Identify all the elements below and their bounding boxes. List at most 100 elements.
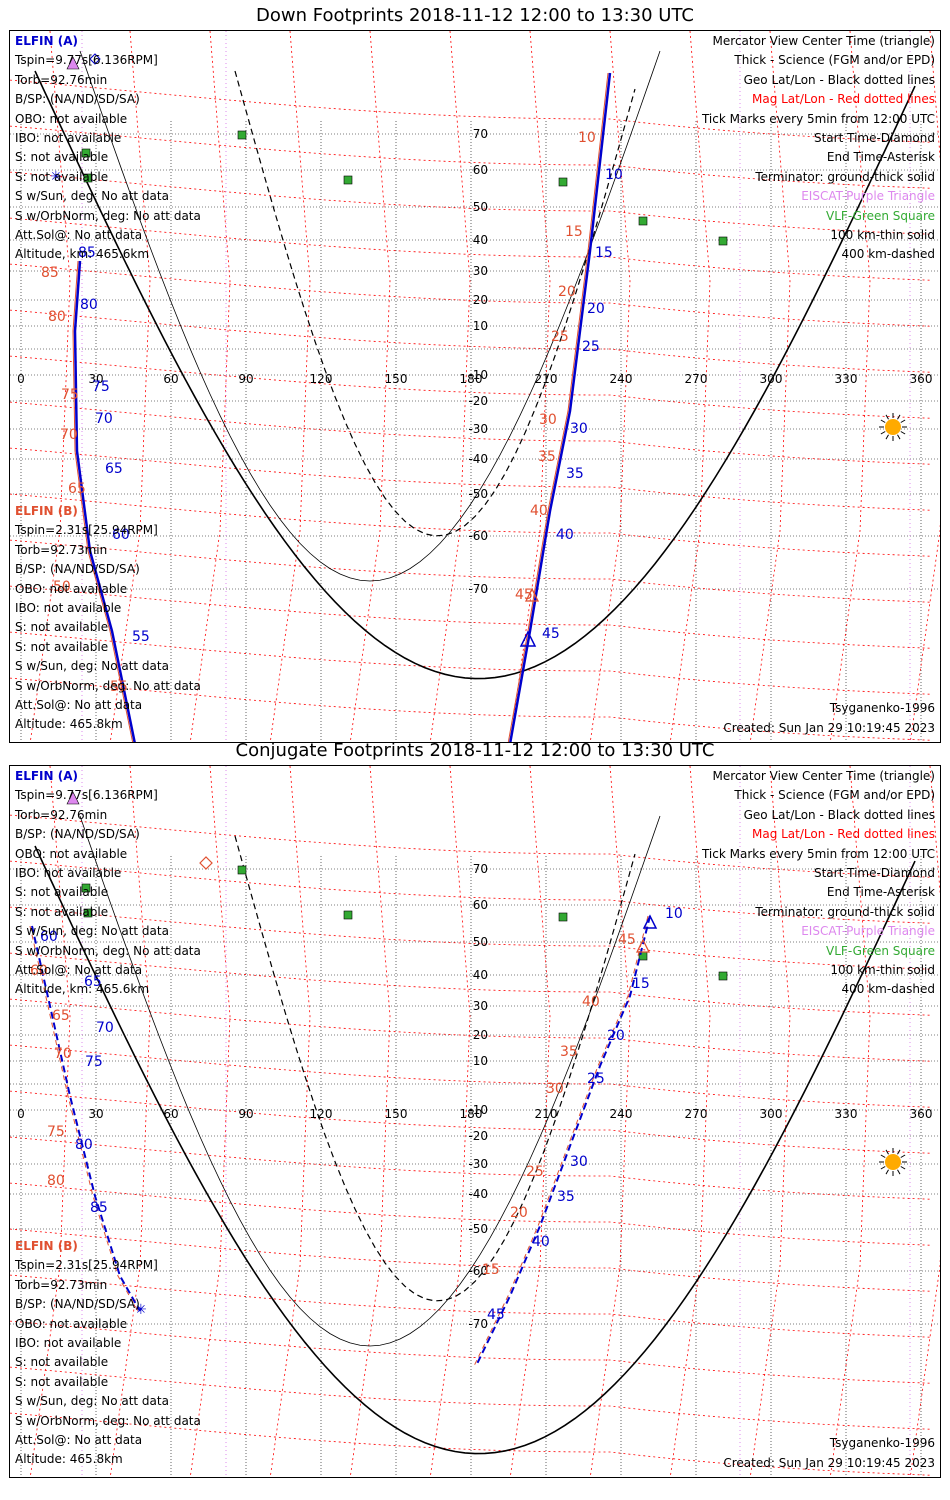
mag-lat-line [10, 447, 931, 511]
mag-lat-line [10, 309, 931, 373]
elfin-a-s1: S: not available [15, 150, 109, 165]
elfin-a-tick-label: 35 [557, 1189, 575, 1205]
elfin-b-tick-label: 30 [539, 412, 557, 428]
elfin-b-tick-label: 80 [47, 1173, 65, 1189]
map-canvas-conjugate: 0 30 60 90 120 150 180 210 240 270 300 330 360 70 60 50… [10, 766, 940, 1477]
elfin-b-obo: OBO: not available [15, 1316, 128, 1331]
mag-lon-line [589, 31, 631, 742]
elfin-a-label: ELFIN (A) [15, 34, 78, 48]
mag-lat-line [10, 493, 931, 557]
panel-title-conjugate: Conjugate Footprints 2018-11-12 12:00 to… [235, 740, 715, 761]
lat-label: 40 [473, 968, 488, 982]
center-time-triangle [635, 938, 651, 953]
legend-100km: 100 km-thin solid [830, 228, 935, 243]
terminator-100km [79, 815, 661, 1347]
terminator-100km [79, 50, 661, 582]
elfin-b-track-left [72, 260, 134, 742]
vlf-station-square [638, 216, 648, 226]
legend-center-time: Mercator View Center Time (triangle) [712, 34, 935, 48]
elfin-b-tick-label: 40 [530, 503, 548, 519]
elfin-a-tick-label: 85 [90, 1200, 108, 1216]
legend-center-time: Mercator View Center Time (triangle) [712, 769, 935, 783]
elfin-a-tick-label: 55 [132, 629, 150, 645]
vlf-station-square [237, 130, 247, 140]
elfin-b-tick-label: 20 [510, 1205, 528, 1221]
elfin-a-tick-label: 80 [75, 1137, 93, 1153]
legend-eiscat: EISCAT-Purple Triangle [801, 189, 935, 204]
lon-label: 90 [238, 372, 253, 386]
eiscat-triangle [66, 56, 80, 70]
mag-lat-line [10, 355, 931, 419]
legend-400km: 400 km-dashed [841, 982, 935, 997]
mag-lon-line [29, 766, 71, 1477]
elfin-b-altitude: Altitude: 465.8km [15, 717, 123, 732]
footer-right: Tsyganenko-1996 Created: Sun Jan 29 10:1… [723, 1434, 935, 1473]
elfin-b-tick-label: 65 [68, 481, 86, 497]
elfin-a-label: ELFIN (A) [15, 769, 78, 783]
legend-end-time: End Time-Asterisk [826, 885, 935, 900]
lon-label: 270 [685, 372, 708, 386]
mag-lon-line [749, 766, 791, 1477]
mag-lat-line [10, 263, 931, 327]
elfin-b-tick-label: 55 [110, 679, 128, 695]
elfin-b-tspin: Tspin=2.31s[25.94RPM] [15, 1258, 158, 1273]
elfin-b-s-orb: S w/OrbNorm, deg: No att data [15, 1413, 201, 1428]
lat-label: 60 [473, 898, 488, 912]
elfin-a-altitude: Altitude, km: 465.6km [15, 247, 150, 262]
lat-label: 70 [473, 127, 488, 141]
vlf-station-square [343, 910, 353, 920]
lon-label: 150 [385, 372, 408, 386]
legend-geo-grid: Geo Lat/Lon - Black dotted lines [743, 72, 935, 87]
vlf-station-square [83, 173, 93, 183]
mag-lon-line [269, 766, 311, 1477]
legend-end-time: End Time-Asterisk [826, 150, 935, 165]
elfin-a-tick-label: 65 [105, 461, 123, 477]
mag-lat-line [10, 1366, 931, 1430]
mag-lon-line [189, 766, 231, 1477]
elfin-a-tick-label: 10 [605, 167, 623, 183]
lon-label: 150 [385, 1107, 408, 1121]
elfin-a-bsp: B/SP: (NA/ND/SD/SA) [15, 827, 140, 842]
sun-icon [879, 413, 907, 441]
lat-label: 40 [473, 233, 488, 247]
elfin-b-tick-label: 70 [60, 427, 78, 443]
lat-label: -30 [468, 422, 488, 436]
lon-label: 300 [760, 1107, 783, 1121]
elfin-a-s-sun: S w/Sun, deg: No att data [15, 189, 169, 204]
lat-label: 30 [473, 264, 488, 278]
center-time-triangle [519, 630, 537, 647]
lat-label: -70 [468, 582, 488, 596]
lat-label: 10 [473, 319, 488, 333]
vlf-station-square [83, 908, 93, 918]
elfin-a-obo: OBO: not available [15, 111, 128, 126]
model-name: Tsyganenko-1996 [829, 1436, 935, 1451]
center-time-triangle [642, 914, 658, 929]
legend-start-time: Start Time-Diamond [813, 866, 935, 881]
elfin-a-tick-label: 70 [96, 1020, 114, 1036]
mag-lon-line [429, 31, 471, 742]
mag-lat-line [10, 171, 931, 235]
legend-tick-marks: Tick Marks every 5min from 12:00 UTC [701, 846, 935, 861]
lon-label: 360 [910, 372, 933, 386]
elfin-b-tick-label: 35 [560, 1044, 578, 1060]
elfin-a-info: ELFIN (A) Tspin=9.77s[6.136RPM] Torb=92.… [15, 32, 201, 265]
elfin-a-s2: S: not available [15, 904, 109, 919]
lat-label: 30 [473, 999, 488, 1013]
elfin-a-tick-label: 10 [665, 906, 683, 922]
elfin-b-track-left [29, 925, 139, 1312]
mag-lat-line [10, 539, 931, 603]
center-time-triangle [524, 587, 540, 602]
lon-label: 60 [163, 1107, 178, 1121]
legend-mag-grid: Mag Lat/Lon - Red dotted lines [751, 827, 935, 842]
elfin-a-tspin: Tspin=9.77s[6.136RPM] [15, 53, 158, 68]
elfin-b-tspin: Tspin=2.31s[25.94RPM] [15, 523, 158, 538]
lon-label: 330 [835, 1107, 858, 1121]
lon-label: 240 [610, 1107, 633, 1121]
lon-label: 90 [238, 1107, 253, 1121]
mag-lat-line [10, 217, 931, 281]
elfin-a-tick-label: 20 [587, 301, 605, 317]
map-panel-conjugate: 0 30 60 90 120 150 180 210 240 270 300 330 360 70 60 50… [9, 765, 941, 1478]
mag-lon-line [109, 31, 151, 742]
elfin-a-track-left [31, 925, 141, 1312]
elfin-b-s2: S: not available [15, 639, 109, 654]
